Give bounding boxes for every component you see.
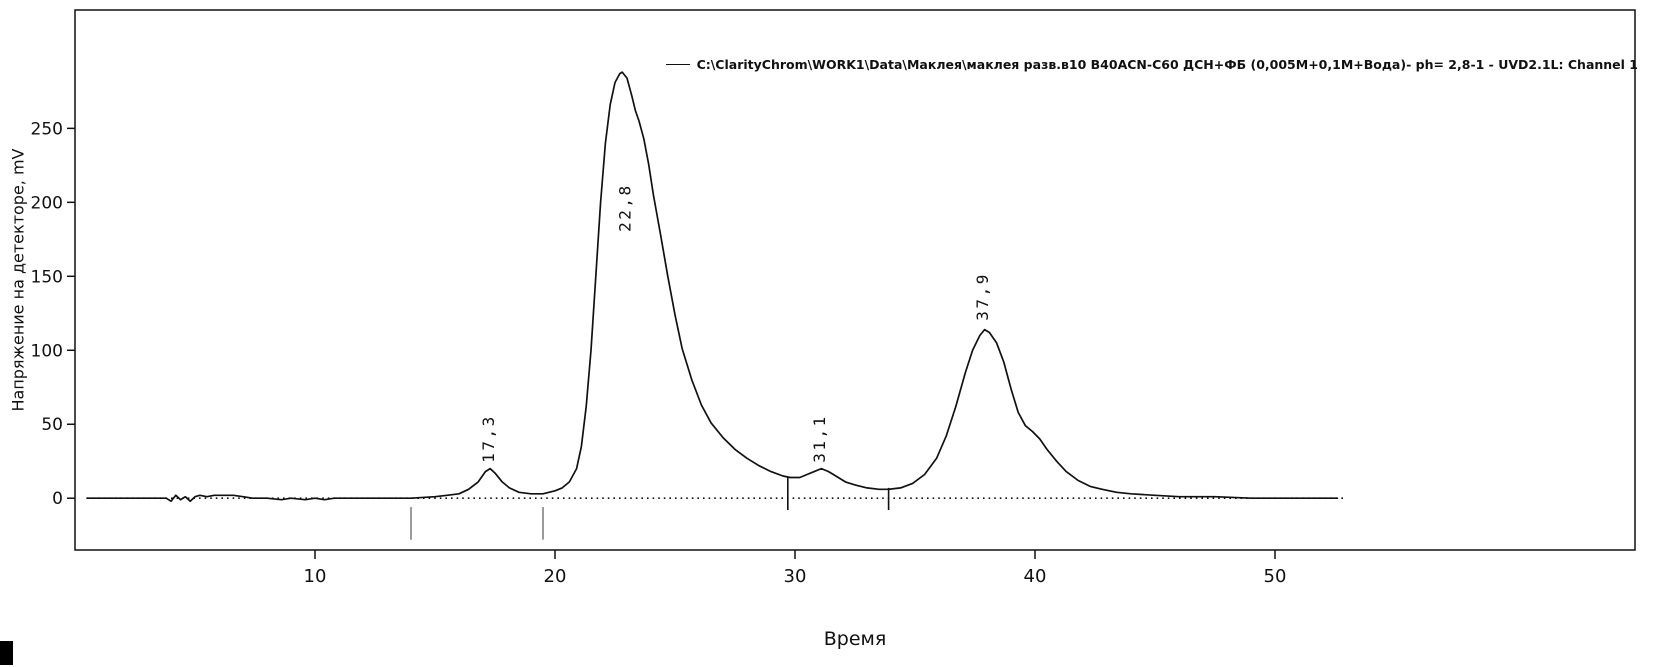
legend-label: C:\ClarityChrom\WORK1\Data\Маклея\маклея… [696,57,1638,72]
x-tick-label: 10 [304,566,327,587]
y-tick-label: 250 [31,119,63,139]
y-axis-title: Напряжение на детекторе, mV [8,148,28,412]
y-tick-label: 200 [31,193,63,213]
x-axis-title: Время [823,628,887,650]
x-tick-label: 30 [784,566,807,587]
peak-label: 17,3 [479,414,498,463]
y-tick-label: 100 [31,341,63,361]
legend: C:\ClarityChrom\WORK1\Data\Маклея\маклея… [665,57,1638,72]
y-tick-label: 150 [31,267,63,287]
legend-line-sample-icon [665,64,690,65]
x-tick-label: 50 [1264,566,1287,587]
peak-label: 31,1 [810,414,829,463]
peak-label: 37,9 [973,272,992,321]
y-tick-label: 0 [52,489,63,509]
peak-label: 22,8 [616,183,635,232]
x-tick-label: 40 [1024,566,1047,587]
x-tick-label: 20 [544,566,567,587]
plot-frame [74,9,1636,551]
scan-corner-artifact [0,641,13,665]
y-tick-label: 50 [41,415,63,435]
chromatogram-trace [86,71,1339,503]
